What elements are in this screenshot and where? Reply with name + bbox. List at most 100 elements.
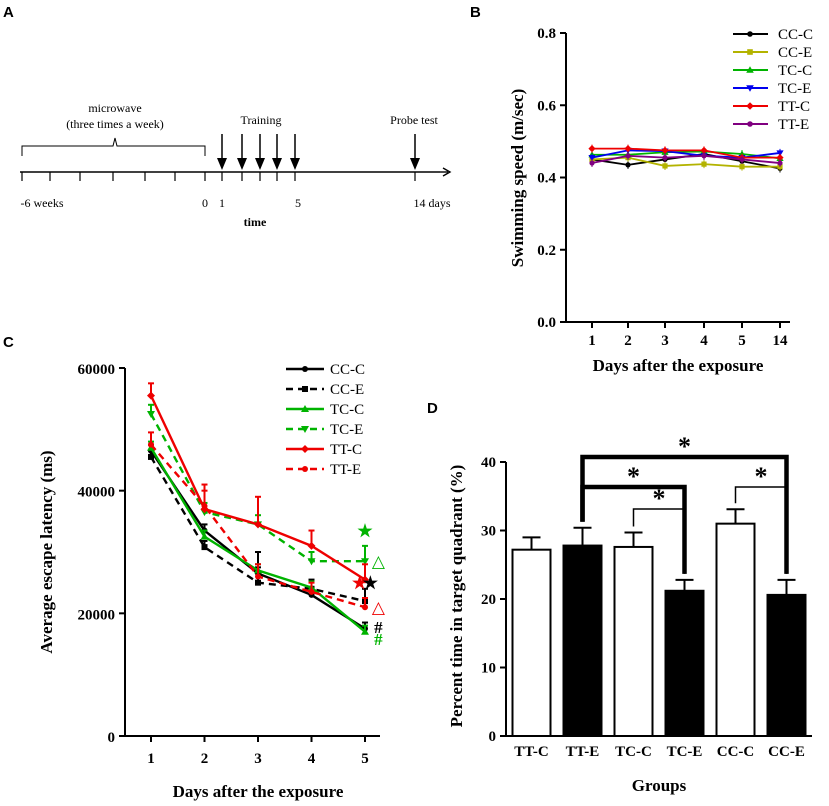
- c-legend-label: CC-C: [330, 362, 365, 378]
- b-data-point: [777, 160, 783, 166]
- b-data-point: [625, 153, 631, 159]
- panel-c: C 0 20000 40000 60000 1 2 3 4 5 Days after the ex…: [3, 334, 386, 801]
- b-data-point: [624, 145, 632, 153]
- arrow-day-4: [272, 134, 282, 170]
- c-data-point: [361, 558, 369, 566]
- b-y-tick-label: 0.2: [537, 243, 556, 259]
- c-significance-mark: #: [374, 618, 383, 637]
- b-x-tick-label: 5: [738, 333, 746, 349]
- b-legend-marker: [746, 85, 754, 92]
- c-legend-label: TC-E: [330, 422, 363, 438]
- c-legend-label: TT-C: [330, 442, 362, 458]
- d-significance-mark: *: [627, 462, 640, 491]
- c-data-point: [200, 532, 209, 540]
- c-y-axis-title: Average escape latency (ms): [37, 450, 56, 653]
- c-data-point: [201, 544, 208, 551]
- b-y-tick-label: 0.6: [537, 98, 556, 114]
- b-series-line-tt-e: [591, 154, 781, 164]
- b-data-point: [588, 155, 596, 162]
- c-significance-mark: △: [372, 552, 386, 571]
- c-legend-marker: [301, 405, 309, 412]
- b-legend-marker: [746, 102, 754, 110]
- panel-a: A microwave (three times a week) Trainin…: [3, 4, 452, 229]
- d-y-tick-label: 40: [481, 455, 496, 471]
- arrow-day-3: [255, 134, 265, 170]
- c-x-tick-label: 1: [147, 751, 155, 767]
- c-x-tick-label: 5: [361, 751, 369, 767]
- b-data-point: [589, 160, 595, 166]
- c-legend-label: TC-C: [330, 402, 364, 418]
- d-bar-tt-e: [562, 544, 603, 737]
- panel-d: D TT-C TT-E TC-C TC-E CC-C CC-E 0 10 20 30 40 Group…: [427, 400, 812, 795]
- training-arrows: [217, 134, 420, 170]
- c-x-tick-label: 4: [308, 751, 316, 767]
- c-y-tick-label: 40000: [78, 485, 116, 501]
- arrow-day-5: [290, 134, 300, 170]
- b-legend-label: TC-E: [778, 81, 811, 97]
- d-bar-cc-c: [715, 522, 756, 738]
- panel-d-letter: D: [427, 400, 438, 417]
- c-legend-marker: [302, 466, 308, 472]
- arrow-probe: [410, 134, 420, 170]
- c-data-point: [255, 579, 261, 586]
- b-data-point: [776, 150, 784, 157]
- b-data-point: [661, 146, 669, 155]
- c-x-tick-label: 3: [254, 751, 262, 767]
- d-significance-bracket: [632, 508, 686, 574]
- timeline-ticks: [21, 172, 416, 181]
- c-y-tick-label: 20000: [78, 607, 116, 623]
- c-legend-label: CC-E: [330, 382, 364, 398]
- d-significance-bracket: [734, 486, 788, 574]
- c-legend-marker: [302, 366, 308, 372]
- c-significance-mark: ★: [352, 574, 368, 593]
- d-x-axis-title: Groups: [632, 776, 687, 795]
- c-significance-mark: ★: [363, 574, 379, 593]
- target-quadrant-chart: TT-C TT-E TC-C TC-E CC-C CC-E 0 10 20 30 40 Groups P…: [447, 432, 812, 795]
- b-data-point: [739, 164, 745, 170]
- d-y-tick-label: 10: [481, 661, 496, 677]
- b-legend-marker: [747, 121, 753, 127]
- b-legend-label: TT-E: [778, 117, 809, 133]
- d-x-tick-label: TT-C: [514, 744, 548, 760]
- timeline-axis-label: time: [244, 215, 267, 229]
- b-legend-label: TC-C: [778, 63, 812, 79]
- c-x-tick-label: 2: [201, 751, 209, 767]
- d-y-tick-label: 20: [481, 592, 496, 608]
- microwave-schedule-label: (three times a week): [66, 117, 164, 131]
- swimming-speed-chart: 0.0 0.2 0.4 0.6 0.8 1 2 3 4 5 14 Days after the exp…: [508, 26, 813, 375]
- b-data-point: [701, 161, 707, 167]
- b-series-line-tc-c: [592, 150, 781, 160]
- d-bar-tc-c: [613, 545, 654, 737]
- b-legend-marker: [747, 49, 753, 55]
- c-significance-mark: #: [374, 630, 383, 649]
- d-x-tick-label: CC-E: [768, 744, 805, 760]
- tick-label-end: 14 days: [414, 196, 451, 210]
- c-legend-marker: [302, 386, 308, 392]
- b-legend-marker: [746, 66, 754, 73]
- b-data-point: [739, 156, 745, 163]
- microwave-brace: [21, 137, 206, 156]
- b-data-point: [662, 155, 668, 161]
- b-legend-marker: [747, 31, 753, 37]
- panel-c-letter: C: [3, 334, 14, 351]
- panel-b: B 0.0 0.2 0.4 0.6 0.8 1 2 3 4 5 14 Days after the e…: [470, 4, 813, 375]
- b-legend-label: CC-C: [778, 27, 813, 43]
- d-x-tick-label: TC-C: [615, 744, 652, 760]
- b-x-tick-label: 4: [700, 333, 708, 349]
- tick-label-start: -6 weeks: [21, 196, 64, 210]
- microwave-label: microwave: [88, 101, 141, 115]
- b-data-point: [588, 145, 596, 153]
- c-data-point: [254, 520, 262, 529]
- c-significance-mark: ★: [357, 522, 373, 541]
- b-series-line-tt-c: [592, 147, 780, 159]
- c-data-point: [255, 573, 261, 580]
- b-data-point: [700, 146, 708, 155]
- c-data-point: [361, 575, 369, 584]
- b-data-point: [662, 163, 668, 169]
- c-data-point: [361, 627, 369, 635]
- escape-latency-chart: 0 20000 40000 60000 1 2 3 4 5 Days after the expo…: [37, 362, 386, 801]
- c-legend-marker: [301, 426, 309, 433]
- training-label: Training: [241, 113, 282, 127]
- b-data-point: [701, 153, 707, 159]
- c-legend-marker: [301, 445, 309, 453]
